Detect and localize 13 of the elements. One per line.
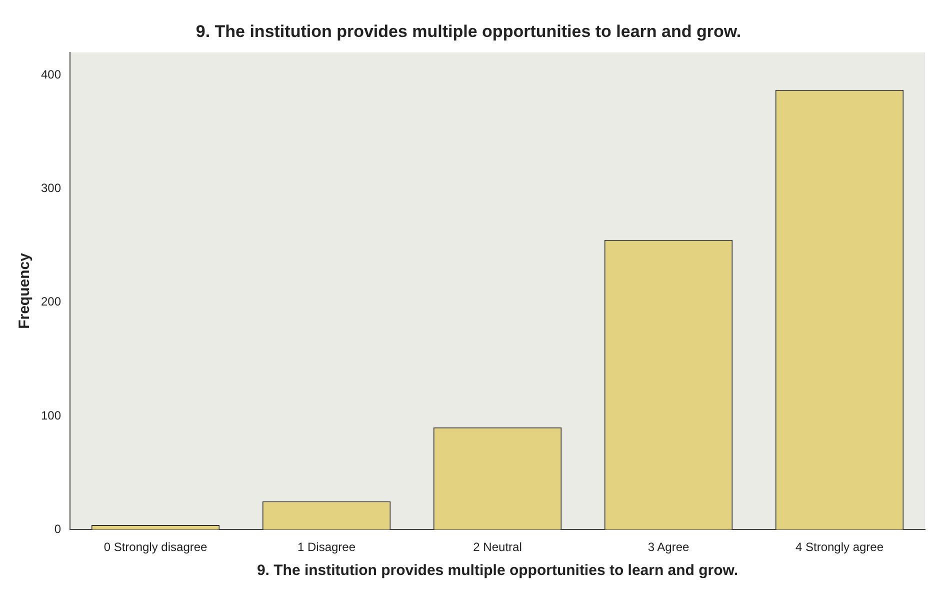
y-tick-label: 0 — [54, 522, 62, 536]
y-tick-label: 300 — [40, 181, 62, 196]
chart-title: 9. The institution provides multiple opportunities to learn and grow. — [196, 22, 742, 41]
x-tick-label: 2 Neutral — [473, 540, 522, 554]
x-tick-label: 0 Strongly disagree — [104, 540, 208, 554]
x-tick-label: 1 Disagree — [298, 540, 356, 554]
x-tick-label: 3 Agree — [648, 540, 690, 554]
y-tick-label: 100 — [40, 408, 62, 422]
y-tick-label: 400 — [40, 67, 62, 82]
x-tick-label: 4 Strongly agree — [795, 540, 884, 554]
x-axis-title: 9. The institution provides multiple opportunities to learn and grow. — [256, 562, 738, 580]
y-axis-title: Frequency — [16, 252, 34, 329]
y-tick-label: 200 — [40, 294, 62, 309]
